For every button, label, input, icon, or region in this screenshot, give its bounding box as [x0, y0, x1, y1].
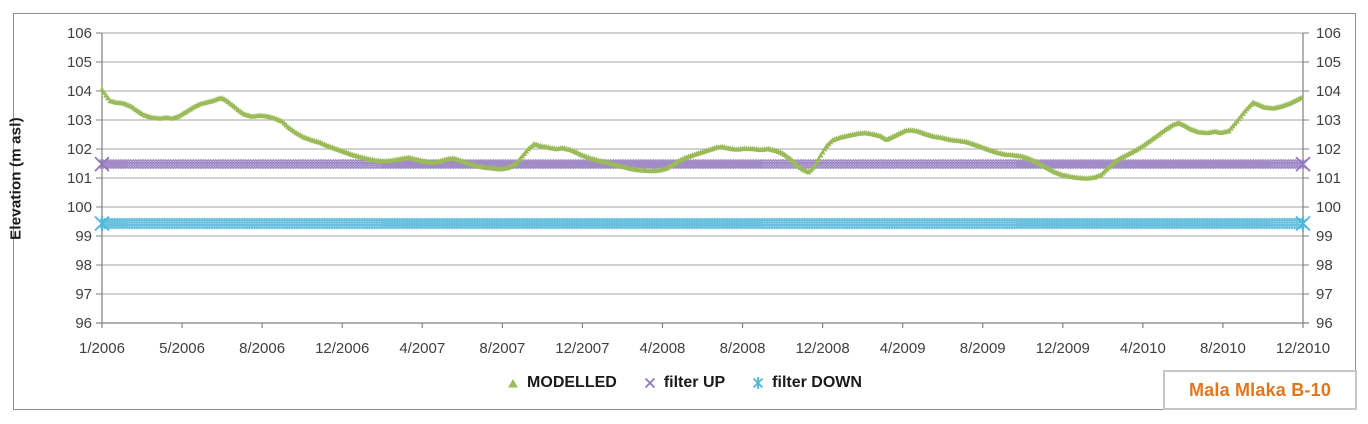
- x-axis-tick-label: 8/2007: [479, 340, 526, 357]
- legend-label-filter-up: filter UP: [663, 374, 726, 391]
- y-axis-tick-label: 99: [1316, 228, 1333, 245]
- y-axis-tick-label: 106: [1316, 25, 1342, 42]
- x-axis-tick-label: 12/2006: [315, 340, 370, 357]
- x-axis-tick-label: 8/2009: [959, 340, 1006, 357]
- y-axis-tick-label: 103: [66, 112, 92, 129]
- y-axis-tick-label: 98: [1316, 257, 1333, 274]
- x-axis-tick-label: 12/2010: [1275, 340, 1331, 357]
- legend-item-modelled: MODELLED: [506, 374, 617, 392]
- station-label-box: Mala Mlaka B-10: [1163, 370, 1357, 410]
- y-axis-tick-label: 104: [66, 83, 92, 100]
- x-axis-tick-label: 5/2006: [159, 340, 205, 357]
- legend-item-filter-up: filter UP: [643, 374, 725, 392]
- filter-up-cross-icon: [643, 376, 657, 390]
- x-axis-tick-label: 4/2008: [639, 340, 686, 357]
- x-axis-tick-label: 4/2009: [879, 340, 926, 357]
- x-axis-tick-label: 12/2007: [555, 340, 610, 357]
- y-axis-tick-label: 96: [1316, 315, 1333, 332]
- x-axis-tick-label: 4/2007: [399, 340, 446, 357]
- legend: MODELLED filter UP filter DOWN: [0, 374, 1368, 392]
- modelled-triangle-icon: [506, 376, 520, 390]
- y-axis-tick-label: 101: [1316, 170, 1342, 187]
- y-axis-tick-label: 101: [66, 170, 92, 187]
- y-axis-tick-label: 98: [75, 257, 92, 274]
- x-axis-tick-label: 12/2008: [795, 340, 850, 357]
- x-axis-tick-label: 1/2006: [79, 340, 125, 357]
- legend-label-filter-down: filter DOWN: [772, 374, 862, 391]
- y-axis-tick-label: 96: [75, 315, 92, 332]
- y-axis-tick-label: 100: [66, 199, 92, 216]
- y-axis-tick-label: 105: [1316, 54, 1342, 71]
- y-axis-tick-label: 99: [75, 228, 92, 245]
- figure-border: [13, 13, 1356, 410]
- filter-down-star-icon: [751, 376, 765, 390]
- x-axis-tick-label: 12/2009: [1035, 340, 1090, 357]
- x-axis-tick-label: 8/2006: [239, 340, 286, 357]
- y-axis-tick-label: 106: [66, 25, 92, 42]
- y-axis-tick-label: 104: [1316, 83, 1342, 100]
- y-axis-tick-label: 100: [1316, 199, 1342, 216]
- y-axis-tick-label: 102: [1316, 141, 1342, 158]
- legend-item-filter-down: filter DOWN: [751, 374, 862, 392]
- y-axis-tick-label: 105: [66, 54, 92, 71]
- y-axis-tick-label: 103: [1316, 112, 1342, 129]
- x-axis-tick-label: 8/2008: [719, 340, 766, 357]
- y-axis-tick-label: 102: [66, 141, 92, 158]
- y-axis-tick-label: 97: [75, 286, 92, 303]
- y-axis-tick-label: 97: [1316, 286, 1333, 303]
- legend-label-modelled: MODELLED: [527, 374, 617, 391]
- station-label: Mala Mlaka B-10: [1188, 379, 1332, 400]
- x-axis-tick-label: 8/2010: [1199, 340, 1246, 357]
- x-axis-tick-label: 4/2010: [1119, 340, 1166, 357]
